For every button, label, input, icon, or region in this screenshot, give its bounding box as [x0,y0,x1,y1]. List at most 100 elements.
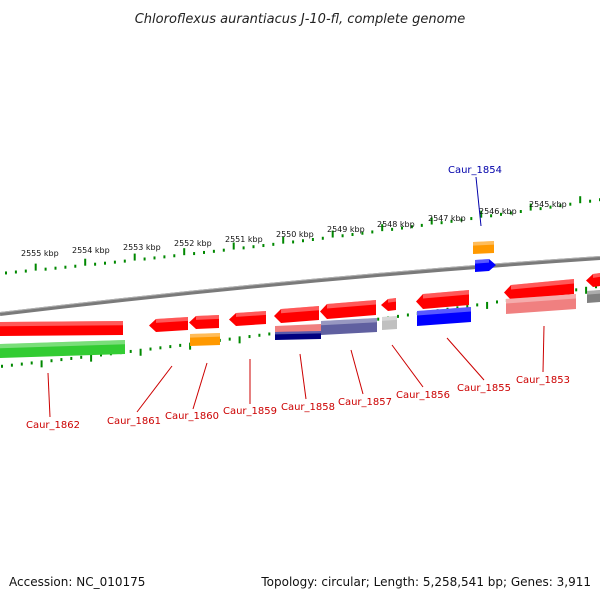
gene-caur-1862-forward[interactable] [0,321,123,336]
gene-caur-1862-forward-shine [0,321,123,327]
outer-tick [5,271,7,275]
outer-tick [113,260,116,264]
gene-caur-1854-blue-shine [475,259,489,264]
gene-features[interactable] [0,241,600,358]
gene-caur-1856-gray-shine [382,316,397,321]
outer-tick [272,242,275,246]
inner-tick [466,304,469,308]
kbp-label: 2549 kbp [327,225,365,234]
outer-tick [589,199,592,203]
gene-caur-1856-forward[interactable] [381,298,396,311]
inner-tick [258,333,261,337]
gene-caur-1855-forward-shine [423,290,469,299]
outer-tick [232,242,235,250]
gene-label-caur-1859: Caur_1859 [223,406,277,417]
outer-tick [361,231,364,235]
gene-label-lines [47,176,545,418]
inner-tick [585,286,588,294]
kbp-label: 2548 kbp [377,220,415,229]
genome-backbone [0,256,600,316]
inner-tick [486,301,489,309]
inner-tick [169,345,172,349]
inner-tick [80,355,83,359]
label-leader-line [542,325,545,373]
gene-caur-1858-navy[interactable] [275,331,321,340]
gene-caur-1862-green[interactable] [0,340,125,358]
genome-backbone-highlight [0,256,600,313]
gene-label-caur-1856: Caur_1856 [396,390,450,401]
label-leader-line [475,176,482,227]
outer-tick [94,262,97,266]
gene-caur-1853-light-shine [506,294,576,304]
label-leader-line [192,362,208,410]
label-leader-line [299,353,307,400]
outer-tick [123,259,126,263]
gene-caur-1862-green-shine [0,340,125,349]
inner-tick [189,342,192,350]
kbp-label: 2550 kbp [276,230,314,239]
outer-tick [519,210,522,214]
kbp-label: 2554 kbp [72,246,110,255]
gene-caur-1854-blue[interactable] [475,259,496,272]
label-leader-line [391,344,424,388]
outer-tick [440,221,443,225]
gene-caur-1859[interactable] [229,311,266,326]
inner-tick [60,358,63,362]
inner-tick [50,359,53,363]
outer-tick [302,239,304,243]
inner-tick [238,336,241,344]
outer-tick [242,246,245,250]
outer-tick [579,196,582,204]
outer-tick [183,248,186,256]
gene-next-gray[interactable] [587,290,600,303]
outer-tick [321,236,324,240]
inner-tick [149,347,152,351]
outer-tick [420,223,423,227]
outer-tick [569,202,572,206]
outer-tick [292,240,295,244]
inner-tick [179,343,182,347]
outer-tick [470,217,473,221]
outer-tick [460,218,463,222]
gene-label-caur-1857: Caur_1857 [338,397,392,408]
outer-tick [133,253,136,261]
gene-caur-1856-gray[interactable] [382,316,397,330]
outer-tick [490,214,493,218]
gene-caur-1855-blue[interactable] [417,307,471,326]
outer-tick [173,254,176,258]
gene-caur-1860-forward[interactable] [189,315,219,329]
gene-caur-1860-orange[interactable] [190,333,220,346]
outer-tick [153,256,156,260]
gene-caur-1857-slate[interactable] [321,318,377,335]
gene-caur-1856-forward-shine [388,298,396,303]
outer-tick [410,225,413,229]
gene-caur-1853-light[interactable] [506,294,576,314]
label-leader-line [350,349,364,395]
inner-tick [406,313,409,317]
gene-caur-1853-forward[interactable] [504,279,574,300]
gene-next-forward[interactable] [586,273,600,287]
gene-caur-1858-forward[interactable] [274,306,319,323]
gene-caur-1853-forward-shine [511,279,574,290]
label-leader-line [136,365,173,413]
gene-caur-1861[interactable] [149,317,188,332]
inner-tick [575,288,578,292]
inner-tick [30,361,33,365]
outer-tick [401,226,403,230]
outer-tick [450,219,453,223]
inner-tick [159,346,162,350]
inner-tick [397,314,399,318]
outer-tick [509,211,512,215]
inner-tick [100,353,102,357]
gene-caur-1858-light[interactable] [275,324,321,333]
gene-caur-1857-forward[interactable] [320,300,376,319]
gene-caur-1861-shine [156,317,188,323]
outer-tick [371,230,374,234]
gene-caur-1855-forward[interactable] [416,290,469,309]
outer-tick [391,227,394,231]
outer-tick [143,257,146,261]
gene-caur-1854-orange[interactable] [473,241,494,254]
outer-tick [311,238,314,242]
inner-tick [248,335,251,339]
